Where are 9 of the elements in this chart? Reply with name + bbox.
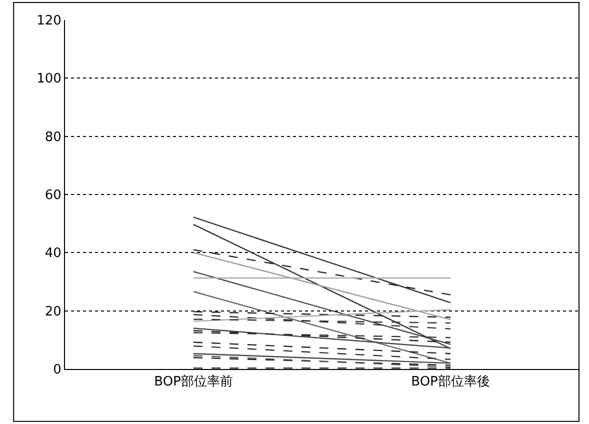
y-tick-label: 20: [44, 304, 62, 320]
y-tick-label: 120: [36, 14, 62, 29]
y-tick-label: 0: [53, 362, 62, 378]
x-tick-label: BOP部位率前: [154, 374, 233, 390]
x-tick-label: BOP部位率後: [411, 374, 490, 390]
y-tick-label: 100: [36, 72, 62, 87]
y-tick-label: 40: [44, 246, 62, 262]
y-tick-label: 60: [44, 188, 62, 204]
y-tick-label: 80: [44, 130, 62, 145]
